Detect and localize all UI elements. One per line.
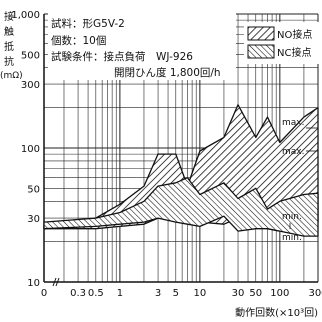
- legend-label-no: NO接点: [277, 28, 312, 41]
- y-axis-label: 接 触 抵 抗 (mΩ): [0, 10, 23, 81]
- info-count: 個数：10個: [51, 34, 106, 47]
- x-tick-label: 0.3: [70, 288, 86, 299]
- x-axis-break: [55, 277, 60, 287]
- x-tick-label: 50: [249, 288, 262, 299]
- y-tick-label: 30: [27, 214, 40, 225]
- x-tick-label: 1: [117, 288, 123, 299]
- x-tick-label: 30: [232, 288, 245, 299]
- info-sample: 試料：形G5V-2: [51, 17, 125, 30]
- y-tick-label: 100: [21, 144, 40, 155]
- annotation-nc-max: max.: [282, 147, 304, 157]
- y-tick-label: 10: [27, 278, 40, 289]
- y-tick-label: 1,000: [11, 10, 40, 21]
- y-axis-label-char: 抵: [4, 40, 14, 53]
- annotation-no-min: min.: [282, 212, 302, 222]
- x-tick-label: 5: [173, 288, 179, 299]
- test-conditions-background: [48, 12, 236, 80]
- x-tick-label: 3: [155, 288, 161, 299]
- series-areas: [43, 104, 319, 237]
- annotations: max. max. min. min.: [282, 118, 318, 243]
- legend-swatch-nc: [247, 44, 275, 59]
- x-axis-label: 動作回数(×10³回): [235, 306, 318, 319]
- x-tick-label: 0: [41, 288, 47, 299]
- legend-label-nc: NC接点: [277, 46, 311, 59]
- y-tick-label: 300: [21, 80, 40, 91]
- x-tick-label: 10: [193, 288, 206, 299]
- x-tick-label: 300: [308, 288, 322, 299]
- y-tick-labels: 1,000 500 300 100 50 30 10: [11, 10, 40, 289]
- y-axis-label-char: 触: [4, 25, 14, 38]
- annotation-nc-min: min.: [282, 233, 302, 243]
- info-test-condition: 試験条件：接点負荷 WJ-926: [51, 50, 193, 63]
- y-axis-label-char: 接: [4, 10, 14, 23]
- series-area-nc: [43, 177, 319, 237]
- y-tick-label: 500: [21, 50, 40, 61]
- info-frequency: 開閉ひん度 1,800回/h: [114, 66, 221, 79]
- y-tick-label: 50: [27, 184, 40, 195]
- y-axis-unit: (mΩ): [0, 71, 23, 81]
- x-tick-labels: 0 0.30.5 1 3 5 10 30 50 100 300: [41, 288, 322, 299]
- x-tick-label: 0.5: [88, 288, 104, 299]
- annotation-no-max: max.: [282, 118, 304, 128]
- test-conditions-box: 試料：形G5V-2 個数：10個 試験条件：接点負荷 WJ-926 開閉ひん度 …: [48, 12, 236, 80]
- legend-swatch-no: [247, 26, 275, 41]
- y-axis-label-char: 抗: [4, 55, 14, 68]
- x-axis-break: [52, 277, 57, 287]
- legend: NO接点 NC接点: [244, 22, 320, 64]
- x-tick-label: 100: [270, 288, 289, 299]
